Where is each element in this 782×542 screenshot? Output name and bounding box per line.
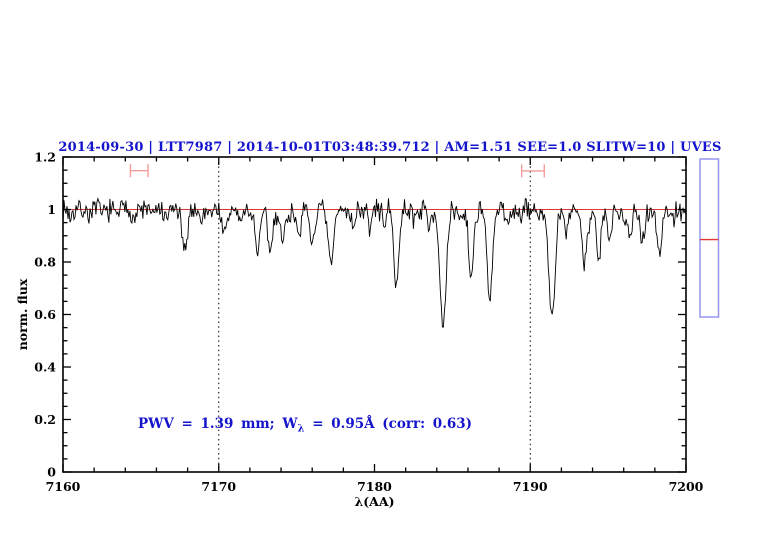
x-tick-label: 7170 (201, 479, 236, 494)
lambda-subscript: λ (298, 424, 305, 435)
plot-title: 2014-09-30 | LTT7987 | 2014-10-01T03:48:… (58, 140, 721, 155)
x-axis-label: λ(AA) (355, 494, 395, 509)
y-tick-label: 1 (47, 202, 56, 217)
x-tick-label: 7180 (357, 479, 392, 494)
x-tick-label: 7160 (46, 479, 81, 494)
pwv-annotation: PWV = 1.39 mm; Wλ = 0.95Å (corr: 0.63) (138, 416, 472, 435)
tick-labels: 7160 7170 7180 7190 7200 0 0.2 0.4 0.6 0.8 1 1.2 (34, 150, 703, 495)
pwv-annotation-main: PWV = 1.39 mm; W (138, 416, 298, 432)
pwv-annotation-rest: = 0.95Å (corr: 0.63) (305, 416, 473, 432)
scale-indicator-box (699, 158, 720, 318)
y-tick-label: 1.2 (34, 150, 56, 165)
y-tick-label: 0 (47, 465, 56, 480)
plot-layer: 7160 7170 7180 7190 7200 0 0.2 0.4 0.6 0.8 1 1.2 (34, 150, 720, 495)
x-tick-label: 7190 (513, 479, 548, 494)
y-tick-label: 0.4 (34, 360, 56, 375)
y-tick-label: 0.8 (34, 255, 56, 270)
range-marker (129, 164, 149, 178)
range-marker (520, 164, 545, 178)
y-tick-label: 0.2 (34, 412, 56, 427)
spectrum-line (62, 196, 687, 328)
x-tick-label: 7200 (669, 479, 704, 494)
axis-ticks (62, 156, 687, 473)
y-tick-label: 0.6 (34, 307, 56, 322)
y-axis-label: norm. flux (15, 278, 30, 350)
